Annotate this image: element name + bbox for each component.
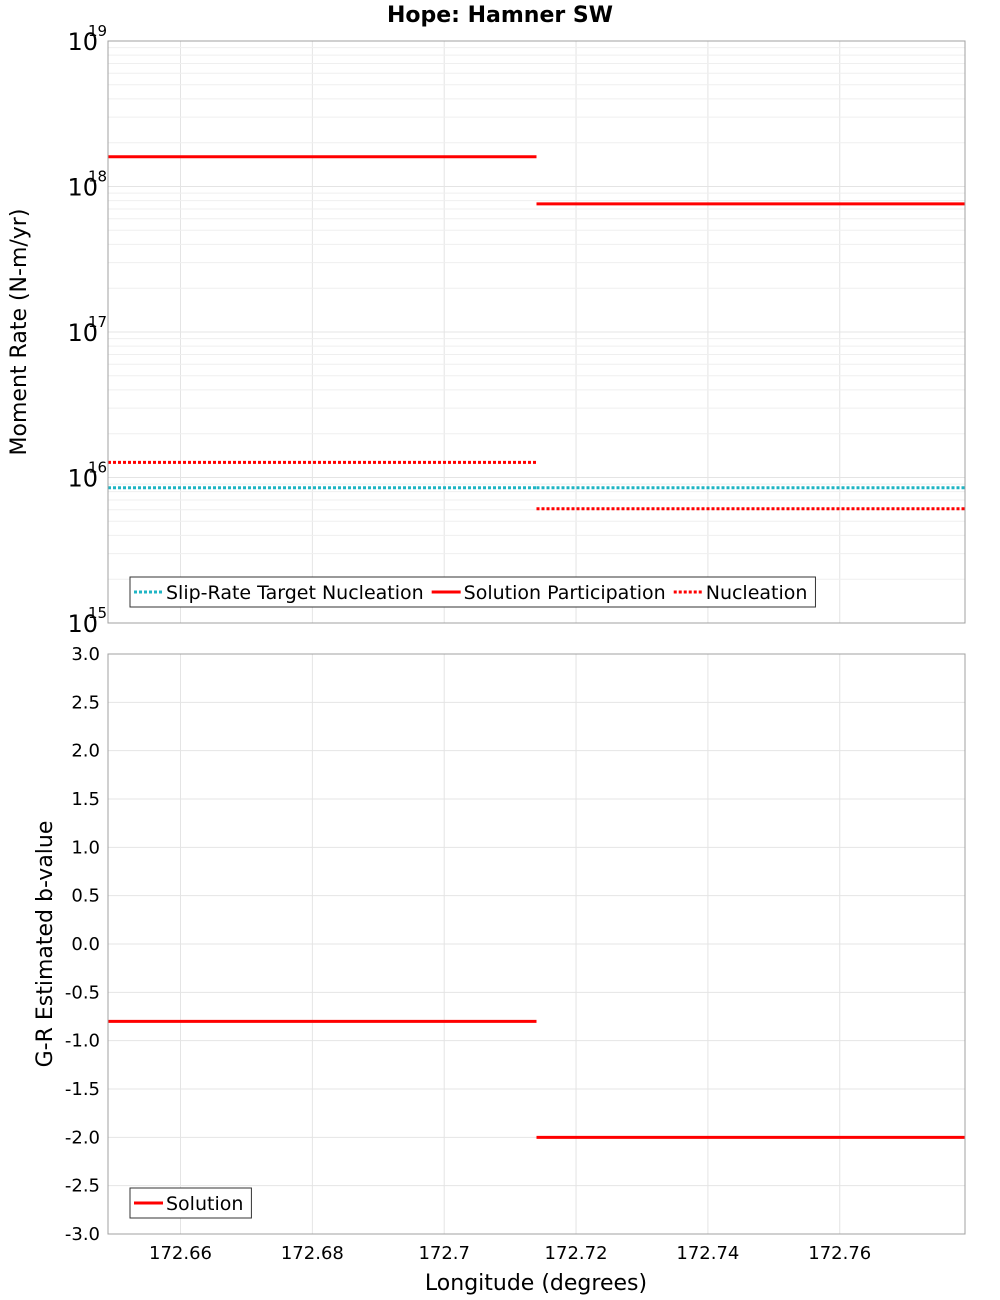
moment-plot-frame bbox=[107, 40, 966, 624]
legend-items: Slip-Rate Target Nucleation Solution Part… bbox=[134, 582, 807, 604]
x-tick-label: 172.74 bbox=[676, 1243, 739, 1264]
b-value-plot-frame bbox=[107, 653, 966, 1235]
y-tick-label: 10 bbox=[67, 174, 98, 202]
y-tick-label: -2.0 bbox=[65, 1127, 100, 1148]
b-value-panel: 3.0 2.5 2.0 1.5 1.0 0.5 0.0 -0.5 -1.0 -1.5 -2.0 -2.… bbox=[33, 644, 966, 1296]
y-tick-exponent: 15 bbox=[88, 604, 107, 622]
y-tick-label: 3.0 bbox=[71, 644, 100, 665]
legend-items: Solution bbox=[134, 1193, 243, 1215]
legend-label: Nucleation bbox=[706, 582, 808, 604]
legend-label: Slip-Rate Target Nucleation bbox=[166, 582, 424, 604]
y-tick-label: 2.0 bbox=[71, 741, 100, 762]
y-tick-label: -1.0 bbox=[65, 1031, 100, 1052]
y-tick-label: 2.5 bbox=[71, 692, 100, 713]
b-value-y-ticks: 3.0 2.5 2.0 1.5 1.0 0.5 0.0 -0.5 -1.0 -1.5 -2.0 -2.… bbox=[65, 644, 100, 1245]
y-tick-label: -3.0 bbox=[65, 1224, 100, 1245]
b-value-legend: Solution bbox=[129, 1187, 252, 1219]
y-tick-label: -1.5 bbox=[65, 1079, 100, 1100]
x-tick-label: 172.68 bbox=[281, 1243, 344, 1264]
y-tick-exponent: 17 bbox=[88, 313, 107, 331]
x-tick-label: 172.7 bbox=[418, 1243, 470, 1264]
x-tick-label: 172.76 bbox=[808, 1243, 871, 1264]
x-ticks: 172.66 172.68 172.7 172.72 172.74 172.76 bbox=[149, 1243, 871, 1264]
x-axis-label: Longitude (degrees) bbox=[425, 1271, 647, 1296]
y-tick-label: 0.0 bbox=[71, 934, 100, 955]
b-value-series bbox=[108, 1019, 965, 1139]
moment-series bbox=[108, 155, 965, 511]
y-tick-label: 10 bbox=[67, 610, 98, 638]
y-tick-label: 0.5 bbox=[71, 886, 100, 907]
y-tick-label: 1.5 bbox=[71, 789, 100, 810]
moment-grid bbox=[108, 40, 965, 624]
y-tick-label: 1.0 bbox=[71, 837, 100, 858]
y-tick-label: 10 bbox=[67, 28, 98, 56]
legend-label: Solution Participation bbox=[464, 582, 666, 604]
y-tick-label: -2.5 bbox=[65, 1176, 100, 1197]
y-tick-exponent: 18 bbox=[88, 168, 107, 186]
y-tick-label: 10 bbox=[67, 465, 98, 493]
moment-y-axis-label: Moment Rate (N-m/yr) bbox=[7, 209, 32, 456]
y-tick-exponent: 19 bbox=[88, 22, 107, 40]
legend-label: Solution bbox=[166, 1193, 243, 1215]
moment-legend: Slip-Rate Target Nucleation Solution Part… bbox=[129, 576, 816, 608]
y-tick-label: 10 bbox=[67, 319, 98, 347]
x-tick-label: 172.66 bbox=[149, 1243, 212, 1264]
b-value-grid bbox=[108, 653, 965, 1235]
y-tick-exponent: 16 bbox=[88, 459, 107, 477]
y-tick-label: -0.5 bbox=[65, 982, 100, 1003]
b-value-y-axis-label: G-R Estimated b-value bbox=[33, 821, 58, 1068]
x-tick-label: 172.72 bbox=[545, 1243, 608, 1264]
chart-title: Hope: Hamner SW bbox=[387, 3, 613, 28]
